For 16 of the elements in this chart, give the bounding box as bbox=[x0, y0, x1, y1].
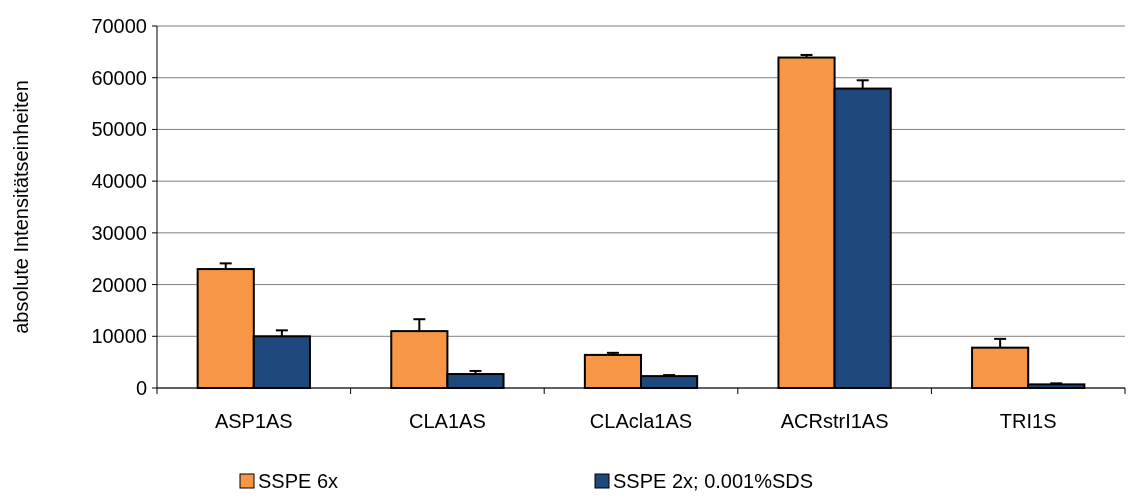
x-tick-label: ACRstrI1AS bbox=[780, 410, 889, 432]
legend-label: SSPE 6x bbox=[258, 470, 339, 492]
y-tick-label: 60000 bbox=[91, 66, 147, 89]
y-tick-label: 50000 bbox=[91, 118, 147, 141]
y-tick-label: 10000 bbox=[91, 325, 147, 348]
y-tick-label: 0 bbox=[135, 377, 147, 399]
x-tick-label: CLAcla1AS bbox=[589, 410, 693, 432]
x-tick-label: ASP1AS bbox=[214, 410, 293, 432]
y-tick-label: 40000 bbox=[91, 170, 147, 193]
y-axis-title: absolute Intensitätseinheiten bbox=[10, 80, 32, 334]
y-tick-label: 20000 bbox=[91, 273, 147, 296]
x-tick-label: TRI1S bbox=[999, 410, 1057, 432]
legend-label: SSPE 2x; 0.001%SDS bbox=[613, 470, 814, 492]
y-tick-label: 70000 bbox=[91, 15, 147, 37]
y-tick-label: 30000 bbox=[91, 221, 147, 244]
x-tick-label: CLA1AS bbox=[409, 410, 486, 432]
